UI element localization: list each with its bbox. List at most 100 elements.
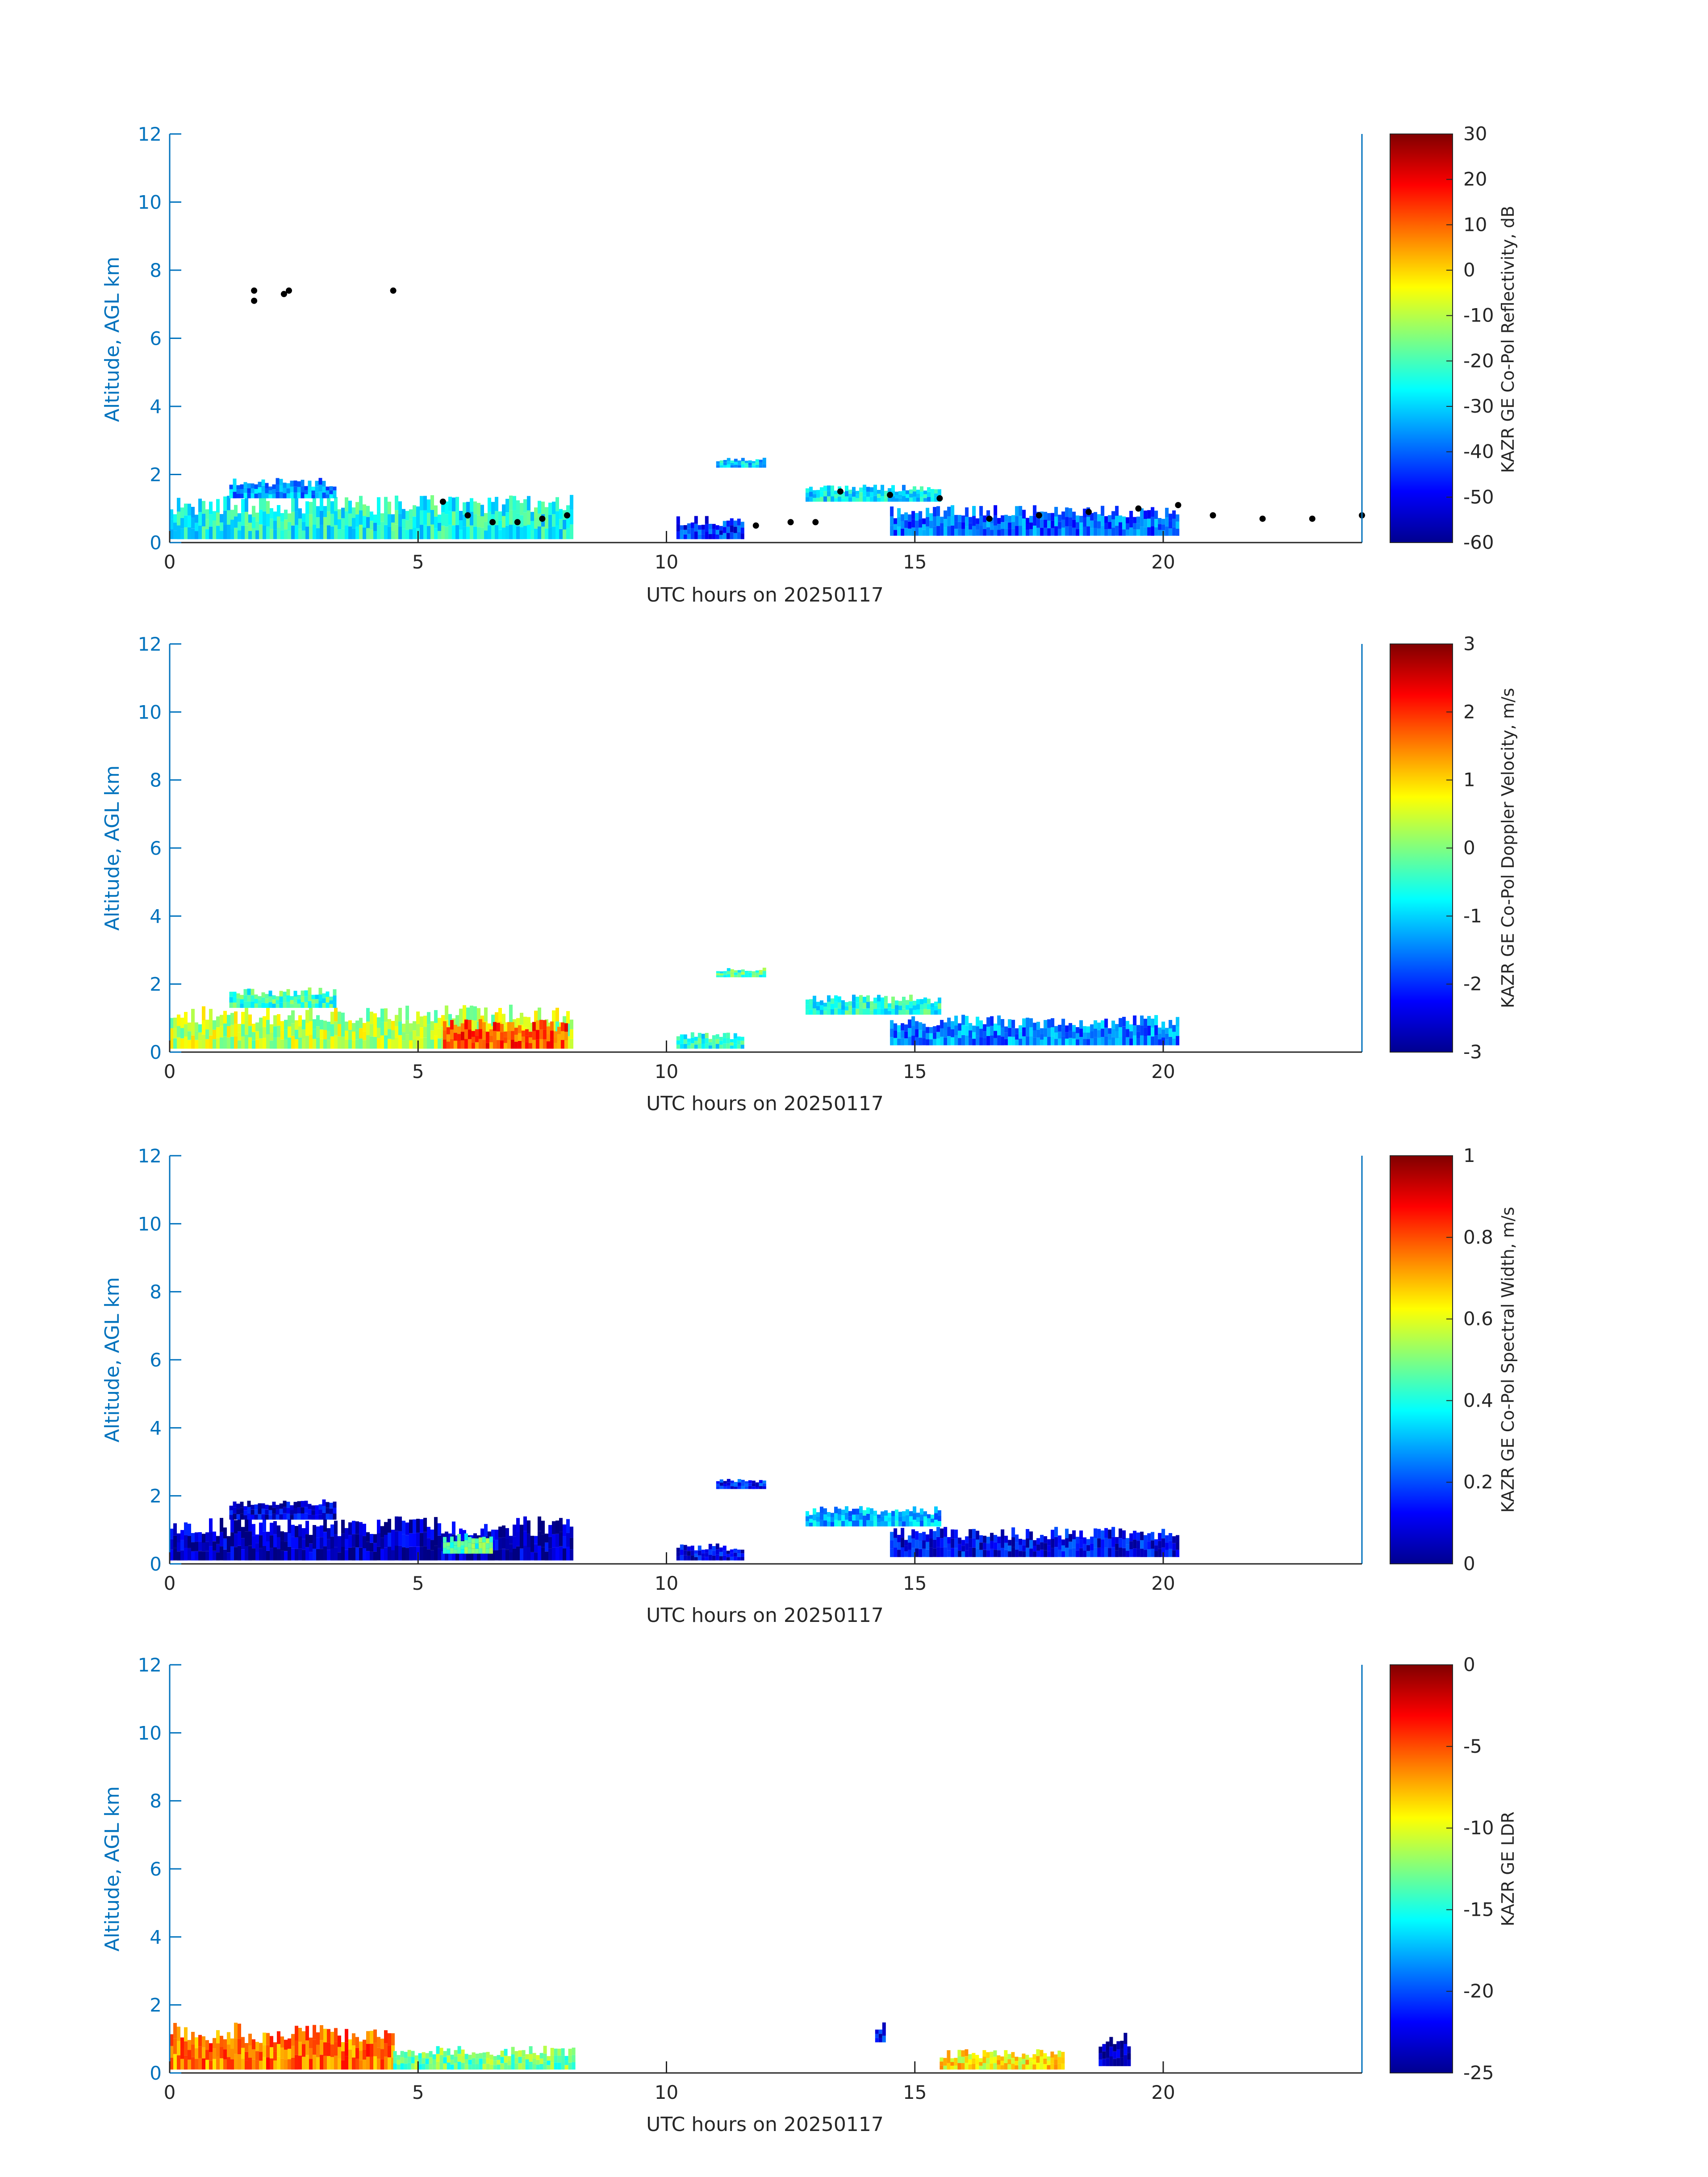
data-cell	[518, 1040, 522, 1049]
data-cell	[841, 1521, 845, 1527]
data-cell	[1147, 518, 1151, 527]
data-cell	[482, 1031, 486, 1040]
data-cell	[965, 517, 969, 526]
data-cell	[511, 2047, 515, 2055]
data-cell	[1115, 1537, 1119, 1544]
data-cell	[882, 2022, 886, 2029]
data-cell	[1158, 1033, 1162, 1040]
data-cell	[180, 1038, 184, 1049]
y-tick-label: 6	[150, 1858, 162, 1880]
data-cell	[323, 1020, 327, 1030]
data-cell	[913, 1513, 916, 1520]
data-cell	[265, 1504, 269, 1510]
data-cell	[261, 992, 265, 998]
data-cell	[308, 481, 312, 487]
data-cell	[223, 510, 227, 525]
data-cell	[1144, 527, 1148, 536]
data-cell	[1026, 518, 1030, 524]
data-cell	[297, 493, 301, 498]
panel-ldr: UTC hours on 20250117 Altitude, AGL km K…	[101, 1654, 1518, 2136]
data-cell	[816, 497, 820, 502]
data-cell	[309, 2059, 313, 2070]
data-cell	[890, 1028, 894, 1037]
data-cell	[263, 2045, 266, 2057]
data-cell	[195, 1022, 198, 1032]
data-cell	[1133, 517, 1137, 523]
data-cell	[173, 1548, 177, 1561]
data-cell	[520, 527, 523, 539]
data-cell	[902, 1008, 906, 1015]
colorbar-tick-label: 10	[1463, 213, 1487, 235]
data-cell	[564, 1040, 568, 1049]
data-cell	[308, 1001, 312, 1008]
data-cell	[245, 1020, 248, 1035]
data-cell	[384, 2043, 388, 2057]
data-cell	[243, 493, 247, 498]
data-cell	[318, 988, 322, 994]
data-cell	[1036, 520, 1040, 528]
colorbar-tick-label: 30	[1463, 123, 1487, 145]
data-cell	[191, 2044, 195, 2057]
data-cell	[938, 1516, 941, 1521]
data-cell	[268, 990, 272, 997]
data-cell	[1116, 2058, 1120, 2066]
data-cell	[816, 1512, 820, 1517]
data-cell	[733, 1556, 737, 1561]
data-cell	[979, 526, 983, 536]
data-cell	[280, 1039, 284, 1049]
data-cell	[427, 1036, 430, 1049]
data-cell	[188, 515, 191, 527]
data-cell	[1086, 1039, 1090, 1045]
data-cell	[701, 1553, 705, 1557]
data-cell	[238, 1040, 241, 1049]
data-cell	[240, 1513, 244, 1520]
data-cell	[473, 1006, 477, 1020]
data-cell	[409, 1023, 413, 1032]
data-cell	[304, 990, 308, 996]
data-cell	[459, 511, 463, 521]
data-cell	[719, 973, 723, 975]
data-cell	[352, 1040, 355, 1049]
y-tick-label: 8	[150, 769, 162, 791]
data-cell	[561, 2048, 565, 2056]
data-cell	[1098, 2060, 1102, 2066]
data-cell	[909, 1008, 913, 1015]
data-cell	[420, 1038, 423, 1049]
data-cell	[288, 2048, 291, 2060]
data-cell	[273, 521, 277, 530]
data-cell	[308, 486, 312, 493]
data-cell	[427, 499, 430, 513]
data-cell	[270, 1548, 273, 1561]
data-cell	[994, 1535, 998, 1542]
data-cell	[273, 2042, 277, 2052]
data-cell	[993, 2056, 997, 2063]
data-cell	[891, 1511, 895, 1517]
data-cell	[823, 1011, 827, 1015]
data-cell	[972, 1529, 976, 1538]
data-cell	[216, 1027, 220, 1038]
data-cell	[715, 525, 719, 530]
data-cell	[1083, 526, 1087, 536]
data-cell	[931, 1007, 934, 1011]
cloud-base-point	[539, 515, 546, 522]
data-cell	[254, 1509, 258, 1515]
data-cell	[468, 2060, 472, 2065]
cloud-base-point	[1086, 509, 1092, 515]
data-cell	[737, 972, 741, 975]
data-cell	[1133, 1530, 1137, 1540]
data-cell	[288, 1546, 291, 1561]
data-cell	[320, 1525, 323, 1537]
data-cell	[334, 1547, 338, 1561]
data-cell	[737, 1557, 741, 1561]
data-cell	[719, 1556, 723, 1561]
data-cell	[236, 1003, 240, 1008]
data-cell	[485, 1538, 489, 1544]
data-cell	[1072, 1032, 1076, 1039]
data-cell	[252, 1524, 255, 1536]
data-cell	[1151, 1036, 1155, 1045]
data-cell	[752, 1486, 756, 1489]
data-cell	[482, 2052, 486, 2058]
data-cell	[502, 1025, 505, 1037]
data-cell	[1054, 526, 1058, 536]
data-cell	[929, 1039, 933, 1045]
